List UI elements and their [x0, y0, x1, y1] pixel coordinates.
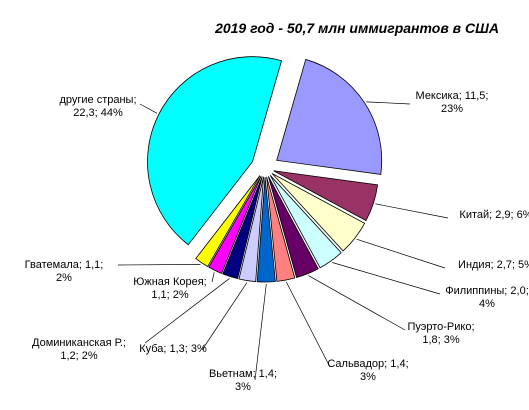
slice-label-value-1: 23%	[441, 103, 463, 115]
leader-line-10	[211, 272, 215, 283]
leader-line-8	[201, 282, 248, 351]
slice-label-value-5: 1,8; 3%	[422, 334, 460, 346]
slice-label-9: Доминиканская Р.;	[32, 337, 126, 349]
slice-label-value-9: 1,2; 2%	[60, 350, 98, 362]
slice-labels: Мексика; 11,5;23% Китай; 2,9; 6% Индия; 2,…	[25, 90, 529, 393]
slice-label-3: Индия; 2,7; 5%	[458, 259, 529, 271]
leader-line-12	[139, 103, 158, 114]
leader-line-2	[375, 203, 449, 219]
slice-label-12: другие страны;	[59, 94, 136, 106]
pie-slice-4	[269, 175, 342, 269]
slice-label-value-6: 3%	[360, 371, 376, 383]
pie-slice-10	[208, 175, 262, 274]
slice-label-6: Сальвадор; 1,4;	[327, 358, 408, 370]
pie-slices	[147, 56, 383, 283]
slice-label-value-12: 22,3; 44%	[73, 107, 123, 119]
slice-label-11: Гватемала; 1,1;	[25, 259, 104, 271]
pie-slice-1	[276, 58, 383, 175]
slice-label-value-7: 3%	[235, 381, 251, 393]
pie-slice-5	[267, 176, 319, 278]
slice-label-5: Пуэрто-Рико;	[407, 321, 474, 333]
chart-title: 2019 год - 50,7 млн иммигрантов в США	[214, 20, 499, 36]
leader-line-7	[254, 283, 267, 381]
pie-slice-2	[273, 170, 379, 222]
leader-line-9	[144, 278, 230, 344]
pie-slice-7	[256, 176, 276, 283]
slice-label-value-10: 1,1; 2%	[151, 289, 189, 301]
pie-slice-3	[271, 173, 366, 252]
slice-label-value-11: 2%	[56, 272, 72, 284]
slice-label-10: Южная Корея;	[133, 276, 206, 288]
leader-line-6	[285, 281, 331, 368]
leader-line-1	[366, 101, 411, 105]
leader-lines	[117, 101, 449, 381]
slice-label-4: Филиппины; 2,0;	[445, 285, 529, 297]
leader-line-11	[117, 264, 201, 266]
pie-slice-11	[195, 175, 261, 268]
slice-label-8: Куба; 1,3; 3%	[139, 343, 207, 355]
slice-label-value-4: 4%	[479, 298, 495, 310]
pie-slice-6	[266, 176, 296, 282]
pie-slice-8	[238, 176, 264, 283]
slice-label-1: Мексика; 11,5;	[416, 90, 489, 102]
pie-slice-12	[147, 56, 283, 246]
slice-label-2: Китай; 2,9; 6%	[459, 209, 529, 221]
leader-line-3	[356, 238, 446, 269]
slice-label-7: Вьетнам; 1,4;	[209, 368, 277, 380]
pie-slice-9	[222, 176, 263, 280]
leader-line-5	[308, 275, 406, 331]
leader-line-4	[332, 262, 441, 295]
